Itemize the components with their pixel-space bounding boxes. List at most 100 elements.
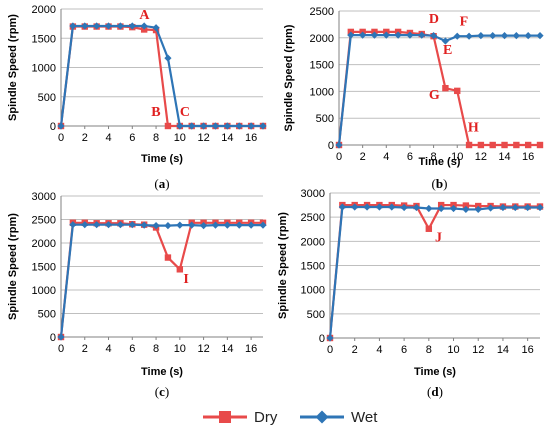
data-point-wet — [69, 221, 77, 229]
data-point-wet — [235, 122, 243, 130]
data-point-dry — [501, 141, 508, 149]
data-point-wet — [388, 203, 396, 211]
y-tick-label: 1500 — [310, 60, 334, 72]
x-tick-label: 0 — [336, 151, 342, 163]
data-point-wet — [486, 204, 495, 212]
chart-panel-d: 0 500 1000 1500 2000 2500 3000 0 2 4 6 8 10 12 14 16 Tim… — [277, 188, 544, 399]
data-point-wet — [93, 221, 101, 229]
x-tick-label: 6 — [129, 343, 135, 355]
data-point-wet — [449, 204, 458, 213]
data-point-wet — [57, 333, 65, 341]
data-point-dry — [176, 266, 184, 273]
data-point-wet — [199, 122, 208, 130]
series-wet — [335, 31, 544, 149]
series-line-dry — [328, 203, 540, 339]
data-point-wet — [400, 203, 408, 212]
chart-panel-b: 0 500 1000 1500 2000 2500 0 2 4 6 8 10 12 14 16 Time (s… — [283, 6, 544, 191]
series-wet — [57, 22, 267, 130]
data-point-wet — [247, 221, 255, 229]
data-point-wet — [104, 22, 113, 30]
x-tick-label: 0 — [58, 132, 64, 144]
data-point-wet — [188, 122, 196, 130]
x-tick-label: 4 — [105, 343, 111, 355]
data-point-wet — [211, 122, 220, 130]
x-tick-label: 8 — [153, 132, 159, 144]
data-point-wet — [363, 203, 371, 211]
y-tick-label: 1000 — [301, 285, 325, 297]
data-point-wet — [499, 203, 507, 212]
x-tick-label: 6 — [401, 344, 407, 356]
x-axis-title: Time (s) — [141, 366, 183, 378]
y-tick-label: 2000 — [301, 236, 325, 248]
x-tick-label: 2 — [82, 132, 88, 144]
data-point-wet — [152, 24, 160, 32]
data-point-dry — [442, 84, 449, 92]
series-dry — [57, 219, 267, 341]
legend-item-dry: Dry — [203, 409, 278, 426]
x-tick-label: 10 — [447, 344, 459, 356]
x-tick-label: 14 — [221, 343, 233, 355]
x-tick-label: 10 — [451, 151, 463, 163]
y-tick-label: 2500 — [301, 212, 325, 224]
y-tick-label: 500 — [307, 309, 325, 321]
data-point-wet — [536, 32, 544, 40]
data-point-wet — [489, 32, 497, 40]
chart-panel-c: 0 500 1000 1500 2000 2500 3000 0 2 4 6 8 10 12 14 16 Tim… — [7, 191, 267, 399]
panel-label: (c) — [155, 384, 169, 399]
y-tick-label: 500 — [38, 92, 56, 104]
data-point-wet — [140, 22, 148, 30]
data-point-dry — [524, 141, 532, 149]
data-point-wet — [259, 221, 267, 229]
data-point-wet — [477, 32, 485, 40]
data-point-wet — [326, 334, 334, 342]
x-tick-label: 0 — [58, 343, 64, 355]
y-tick-label: 1500 — [301, 261, 325, 273]
annotation-label: I — [183, 272, 188, 287]
data-point-dry — [489, 141, 496, 149]
data-point-wet — [199, 222, 208, 230]
x-tick-label: 6 — [129, 132, 135, 144]
annotation-label: F — [460, 14, 469, 29]
data-point-wet — [406, 31, 414, 39]
y-tick-label: 2000 — [32, 4, 56, 16]
x-tick-label: 4 — [383, 151, 389, 163]
panel-label: (d) — [427, 384, 443, 399]
data-point-dry — [425, 225, 433, 232]
x-tick-label: 16 — [245, 343, 257, 355]
y-tick-label: 3000 — [32, 191, 56, 203]
data-point-wet — [69, 22, 77, 30]
data-point-wet — [524, 32, 532, 40]
data-point-wet — [81, 22, 89, 30]
data-point-wet — [57, 122, 65, 130]
annotation-label: H — [468, 121, 479, 136]
data-point-wet — [418, 31, 426, 39]
series-wet — [326, 203, 544, 342]
x-tick-label: 16 — [522, 151, 534, 163]
data-point-wet — [512, 32, 520, 40]
x-tick-label: 0 — [327, 344, 333, 356]
x-tick-label: 14 — [221, 132, 233, 144]
data-point-wet — [176, 221, 184, 229]
x-tick-label: 8 — [153, 343, 159, 355]
data-point-wet — [116, 22, 125, 30]
chart-panel-a: 0 500 1000 1500 2000 0 2 4 6 8 10 12 14 16 Time (s) Spi… — [7, 4, 267, 191]
data-point-wet — [152, 222, 160, 230]
data-point-wet — [128, 22, 136, 30]
data-point-wet — [164, 222, 172, 230]
legend: Dry Wet — [203, 409, 378, 426]
y-tick-label: 2500 — [310, 6, 334, 18]
data-point-dry — [536, 141, 544, 149]
y-tick-label: 2000 — [32, 238, 56, 250]
y-tick-label: 1500 — [32, 262, 56, 274]
x-tick-label: 12 — [475, 151, 487, 163]
x-tick-label: 16 — [245, 132, 257, 144]
y-tick-label: 1500 — [32, 33, 56, 45]
x-tick-label: 8 — [426, 344, 432, 356]
legend-label: Wet — [351, 409, 378, 426]
data-point-wet — [104, 221, 113, 229]
x-tick-label: 6 — [407, 151, 413, 163]
data-point-wet — [81, 221, 89, 229]
data-point-wet — [335, 141, 343, 149]
x-tick-label: 2 — [360, 151, 366, 163]
